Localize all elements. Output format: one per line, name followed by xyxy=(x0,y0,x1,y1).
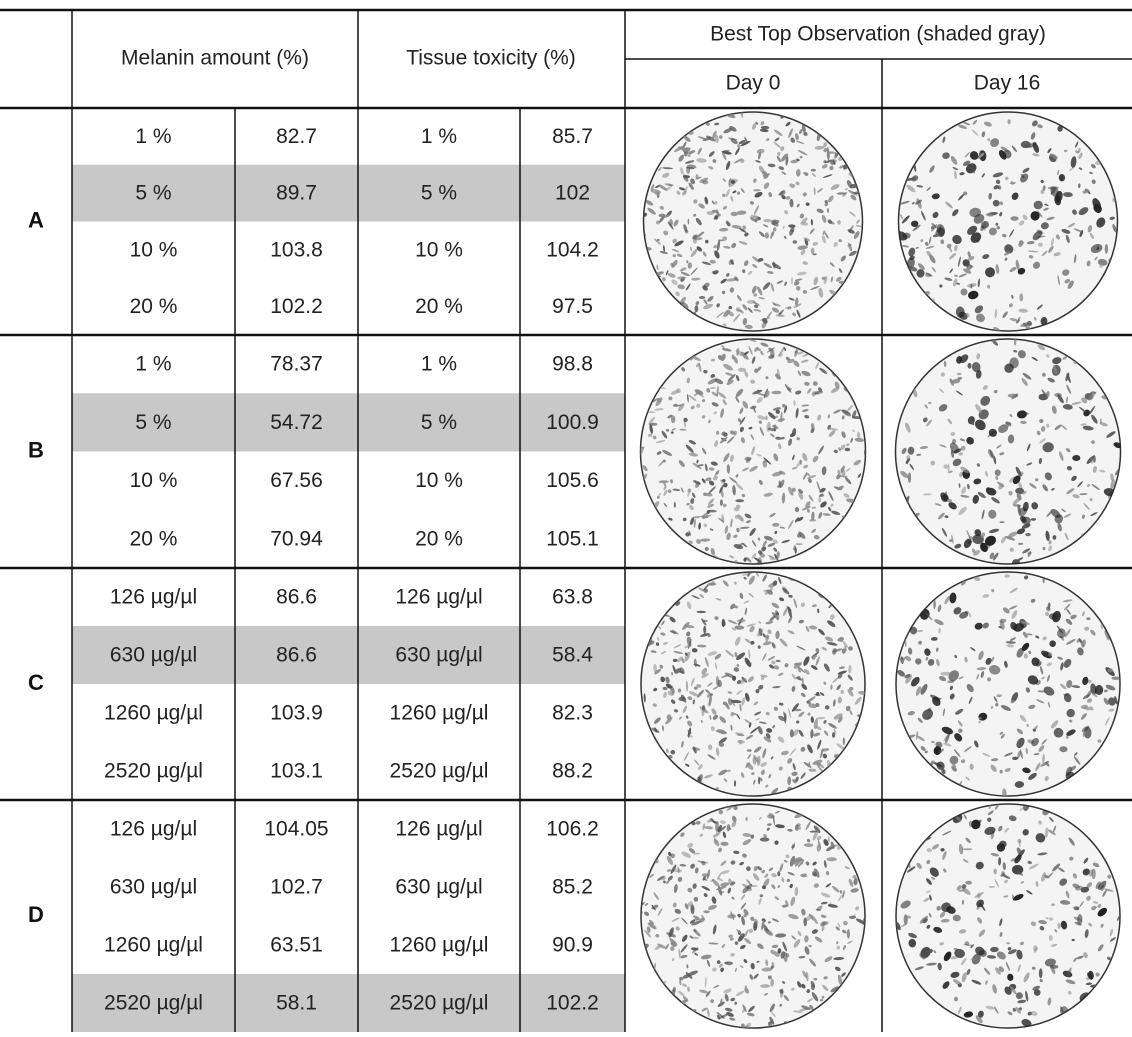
cell: 63.8 xyxy=(552,586,593,609)
cell: 1260 µg/µl xyxy=(390,934,489,957)
group-label: B xyxy=(28,437,44,462)
cell: 126 µg/µl xyxy=(110,586,197,609)
speck xyxy=(962,848,973,850)
speck xyxy=(793,709,802,711)
cell: 1260 µg/µl xyxy=(104,702,203,725)
cell: 2520 µg/µl xyxy=(390,760,489,783)
cell: 10 % xyxy=(130,238,178,261)
speck xyxy=(711,726,715,731)
speck xyxy=(738,368,746,372)
cell: 97.5 xyxy=(552,295,593,318)
cell: 85.7 xyxy=(552,125,593,148)
cell: 103.9 xyxy=(270,702,323,725)
cell: 89.7 xyxy=(276,182,317,205)
cell: 70.94 xyxy=(270,527,323,550)
cell: 88.2 xyxy=(552,760,593,783)
group-label: A xyxy=(28,207,44,232)
cell: 103.8 xyxy=(270,238,323,261)
speck xyxy=(809,519,816,522)
cell: 1 % xyxy=(135,125,171,148)
cell: 5 % xyxy=(135,182,171,205)
cell: 5 % xyxy=(421,411,457,434)
speck xyxy=(703,910,710,913)
table: Melanin amount (%) Tissue toxicity (%) B… xyxy=(0,0,1132,1032)
cell: 67.56 xyxy=(270,469,323,492)
header-toxicity: Tissue toxicity (%) xyxy=(406,47,576,70)
cell: 20 % xyxy=(130,527,178,550)
header-observation: Best Top Observation (shaded gray) xyxy=(710,23,1046,46)
cell: 102.2 xyxy=(546,992,599,1015)
cell: 90.9 xyxy=(552,934,593,957)
cell: 126 µg/µl xyxy=(395,818,482,841)
cell: 105.1 xyxy=(546,527,599,550)
cell: 78.37 xyxy=(270,353,323,376)
cell: 105.6 xyxy=(546,469,599,492)
cell: 106.2 xyxy=(546,818,599,841)
cell: 126 µg/µl xyxy=(110,818,197,841)
speck xyxy=(703,626,706,634)
speck xyxy=(791,277,793,284)
speck xyxy=(758,777,760,785)
cell: 58.4 xyxy=(552,644,593,667)
cell: 54.72 xyxy=(270,411,323,434)
cell: 10 % xyxy=(130,469,178,492)
cell: 630 µg/µl xyxy=(395,644,482,667)
cell: 10 % xyxy=(415,469,463,492)
cell: 10 % xyxy=(415,238,463,261)
speck xyxy=(1007,119,1010,124)
speck xyxy=(908,472,911,483)
group-label: D xyxy=(28,902,44,927)
speck xyxy=(969,821,973,827)
header-melanin: Melanin amount (%) xyxy=(121,47,309,70)
cell: 102 xyxy=(555,182,590,205)
cell: 630 µg/µl xyxy=(395,876,482,899)
cell: 100.9 xyxy=(546,411,599,434)
cell: 126 µg/µl xyxy=(395,586,482,609)
cell: 98.8 xyxy=(552,353,593,376)
cell: 82.3 xyxy=(552,702,593,725)
cell: 1 % xyxy=(421,353,457,376)
cell: 104.2 xyxy=(546,238,599,261)
cell: 2520 µg/µl xyxy=(104,760,203,783)
cell: 1260 µg/µl xyxy=(390,702,489,725)
cell: 2520 µg/µl xyxy=(104,992,203,1015)
cell: 103.1 xyxy=(270,760,323,783)
cell: 85.2 xyxy=(552,876,593,899)
cell: 630 µg/µl xyxy=(110,644,197,667)
cell: 86.6 xyxy=(276,644,317,667)
cell: 86.6 xyxy=(276,586,317,609)
cell: 5 % xyxy=(135,411,171,434)
speck xyxy=(845,448,851,452)
cell: 58.1 xyxy=(276,992,317,1015)
cell: 1 % xyxy=(135,353,171,376)
cell: 1 % xyxy=(421,125,457,148)
speck xyxy=(749,929,753,934)
dish xyxy=(899,112,1118,331)
speck xyxy=(735,499,744,502)
cell: 630 µg/µl xyxy=(110,876,197,899)
cell: 102.2 xyxy=(270,295,323,318)
speck xyxy=(1051,903,1055,906)
speck xyxy=(649,423,657,426)
speck xyxy=(769,557,778,560)
cell: 82.7 xyxy=(276,125,317,148)
header-day16: Day 16 xyxy=(974,72,1041,95)
cell: 104.05 xyxy=(264,818,328,841)
speck xyxy=(1006,425,1011,427)
speck xyxy=(666,429,669,432)
speck xyxy=(777,871,780,876)
cell: 102.7 xyxy=(270,876,323,899)
header-day0: Day 0 xyxy=(726,72,781,95)
speck xyxy=(760,837,770,841)
cell: 20 % xyxy=(415,295,463,318)
cell: 2520 µg/µl xyxy=(390,992,489,1015)
cell: 20 % xyxy=(415,527,463,550)
speck xyxy=(1084,627,1089,631)
group-label: C xyxy=(28,670,44,695)
cell: 63.51 xyxy=(270,934,323,957)
cell: 1260 µg/µl xyxy=(104,934,203,957)
cell: 5 % xyxy=(421,182,457,205)
speck xyxy=(771,391,781,395)
cell: 20 % xyxy=(130,295,178,318)
